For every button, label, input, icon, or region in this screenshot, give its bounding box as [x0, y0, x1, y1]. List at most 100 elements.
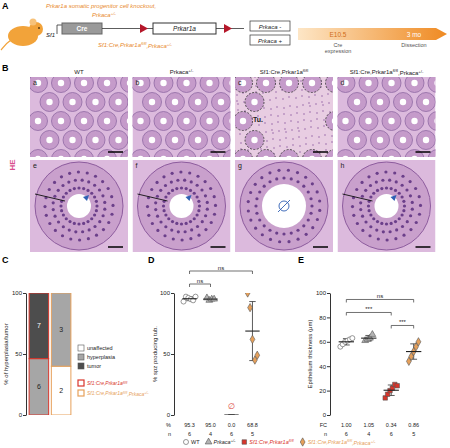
tubule-lumen — [104, 156, 110, 157]
tubule-lumen — [263, 80, 269, 86]
nucleus — [292, 138, 294, 140]
histology-tile — [133, 160, 231, 252]
tubule-lumen — [411, 156, 417, 157]
nucleus — [77, 170, 80, 173]
mean-line — [245, 331, 259, 332]
legend-swatch — [78, 363, 84, 369]
histology-tile — [338, 77, 436, 157]
nucleus — [164, 184, 167, 187]
nucleus — [48, 222, 51, 225]
nucleus — [163, 209, 166, 212]
nucleus — [297, 127, 299, 129]
nucleus — [110, 195, 113, 198]
nucleus — [311, 135, 313, 137]
nucleus — [62, 225, 65, 228]
nucleus — [255, 197, 258, 200]
text-part: 6 — [345, 431, 348, 437]
nucleus — [321, 95, 323, 97]
nucleus — [351, 205, 354, 208]
tick-label: 0 — [323, 412, 327, 418]
tubule-lumen — [206, 156, 212, 157]
tubule-lumen — [172, 99, 178, 105]
panel-label: D — [148, 255, 155, 265]
nucleus — [196, 225, 199, 228]
tubule — [143, 93, 162, 112]
nucleus — [316, 218, 319, 221]
nucleus — [316, 190, 319, 193]
nucleus — [361, 215, 364, 218]
significance-bracket — [190, 271, 253, 274]
nucleus — [375, 180, 378, 183]
histology-tile — [235, 160, 333, 252]
nucleus — [183, 179, 186, 182]
nucleus — [401, 175, 404, 178]
text-part: Prkaca — [214, 439, 231, 445]
timeline-arrow — [298, 28, 447, 40]
nucleus — [258, 218, 261, 221]
nucleus — [356, 222, 359, 225]
nucleus — [74, 179, 77, 182]
tubule — [200, 150, 219, 158]
nucleus — [213, 195, 216, 198]
text-part: Tu. — [253, 116, 263, 123]
nucleus — [376, 189, 379, 192]
text-part: 0.34 — [386, 422, 397, 428]
data-point — [250, 335, 255, 343]
nucleus — [302, 104, 304, 106]
nucleus — [93, 195, 96, 198]
tick-label: 50 — [163, 351, 170, 357]
nucleus — [236, 100, 238, 102]
nucleus — [284, 128, 286, 130]
tick: 100 — [316, 290, 330, 296]
nucleus — [264, 122, 266, 124]
tubule-lumen — [377, 99, 383, 105]
nucleus — [78, 238, 81, 241]
nucleus — [290, 231, 293, 234]
nucleus — [180, 186, 183, 189]
tick-label: 20 — [319, 388, 326, 394]
tubule — [166, 131, 185, 150]
axis-line — [26, 294, 27, 416]
loxp-site — [224, 24, 232, 33]
nucleus — [162, 204, 165, 207]
nucleus — [361, 195, 364, 198]
significance-label: *** — [365, 306, 373, 312]
tubule — [428, 150, 436, 158]
nucleus — [364, 220, 367, 223]
nucleus — [308, 102, 310, 104]
tubule-lumen — [160, 156, 166, 157]
nucleus — [243, 101, 245, 103]
tubule-lumen — [229, 156, 230, 157]
tubule-lumen — [115, 99, 121, 105]
tile-letter: b — [136, 79, 140, 86]
text-part: 6 — [188, 431, 191, 437]
nucleus — [45, 214, 48, 217]
nucleus — [398, 217, 401, 220]
figure-canvas: ABCDEPrkar1a somatic progenitor cell kno… — [0, 0, 450, 448]
bar-segment — [29, 359, 49, 415]
tubule-lumen — [400, 137, 406, 143]
nucleus — [288, 96, 290, 98]
nucleus — [48, 188, 51, 191]
tubule — [98, 112, 117, 131]
nucleus — [107, 221, 110, 224]
tick: 60 — [319, 339, 330, 345]
tubule-lumen — [332, 80, 333, 86]
nucleus — [110, 213, 113, 216]
nucleus — [195, 213, 198, 216]
tile-letter: h — [341, 162, 345, 169]
empty-lumen-symbol — [278, 200, 290, 212]
nucleus — [65, 192, 68, 195]
tick-mark — [327, 342, 330, 343]
nucleus — [402, 200, 405, 203]
tubule-lumen — [92, 137, 98, 143]
nucleus — [86, 189, 89, 192]
tubule-lumen — [229, 80, 230, 86]
panel-label: A — [2, 1, 9, 11]
tubule-lumen — [309, 80, 315, 86]
tick-label: 100 — [160, 290, 171, 296]
nucleus — [210, 221, 213, 224]
nucleus — [254, 77, 256, 78]
arrowhead — [391, 195, 397, 201]
tubule-lumen — [262, 184, 306, 228]
